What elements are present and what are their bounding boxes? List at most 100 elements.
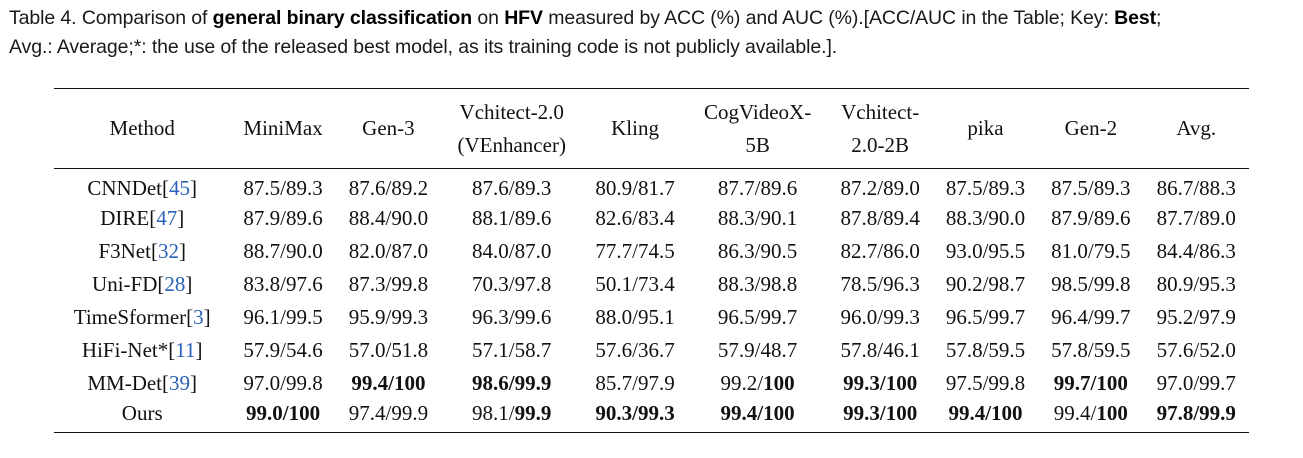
results-table: Method MiniMax Gen-3 Vchitect-2.0 (VEnhancer… [54, 88, 1249, 433]
citation-link[interactable]: 39 [169, 370, 191, 395]
column-header: CogVideoX- 5B [687, 88, 828, 169]
method-name: Ours [121, 401, 163, 426]
score-cell: 82.0/87.0 [336, 235, 441, 268]
citation-link[interactable]: 28 [164, 271, 186, 296]
score-cell: 82.6/83.4 [582, 202, 687, 235]
score-cell: 87.3/99.8 [336, 268, 441, 301]
score-cell: 99.4/100 [687, 399, 828, 433]
score-value: 57.6/36.7 [595, 337, 675, 362]
score-cell: 90.3/99.3 [582, 399, 688, 433]
score-cell: 87.5/89.3 [1038, 169, 1143, 202]
score-value: 93.0/95.5 [945, 238, 1026, 263]
column-header-line1: Vchitect- [841, 99, 920, 124]
citation-bracket: [ [186, 304, 194, 329]
score-cell: 87.9/89.6 [230, 202, 335, 235]
score-cell: 86.7/88.3 [1144, 169, 1249, 202]
column-header-line2: 5B [745, 132, 770, 157]
score-value: 87.6/89.2 [348, 175, 429, 200]
score-value: 90.2/98.7 [945, 271, 1026, 296]
citation-bracket: [ [157, 271, 165, 296]
citation-bracket: ] [177, 205, 185, 230]
score-value: 87.7/89.6 [717, 175, 798, 200]
score-value: 70.3/97.8 [472, 271, 552, 296]
citation-bracket: ] [178, 238, 186, 263]
citation-link[interactable]: 47 [156, 205, 178, 230]
score-value: 99.4/ [1053, 401, 1097, 426]
score-cell: 88.1/89.6 [441, 202, 582, 235]
column-header-line2: 2.0-2B [851, 132, 910, 157]
score-cell: 57.8/59.5 [1038, 334, 1143, 367]
score-value: 88.1/89.6 [472, 205, 552, 230]
score-value: 87.8/89.4 [840, 205, 920, 230]
table-row: CNNDet[45] 87.5/89.3 87.6/89.2 87.6/89.3 80.… [54, 169, 1249, 202]
caption-text: measured by ACC (%) and AUC (%).[ACC/AUC… [548, 7, 1109, 29]
citation-bracket: ] [203, 304, 211, 329]
table-header: Method MiniMax Gen-3 Vchitect-2.0 (VEnhancer… [54, 88, 1249, 169]
score-cell: 87.6/89.3 [441, 169, 582, 202]
caption-text: Avg.: Average;*: the use of the released… [9, 36, 838, 58]
column-header: pika [932, 88, 1039, 169]
score-cell: 99.4/100 [932, 399, 1039, 433]
method-cell: DIRE[47] [54, 202, 230, 235]
score-best: 98.6/99.9 [472, 370, 552, 395]
score-best: 97.8/99.9 [1156, 401, 1236, 426]
caption-bold-dataset: HFV [504, 7, 543, 29]
score-cell: 96.3/99.6 [441, 301, 582, 334]
score-cell: 88.4/90.0 [336, 202, 441, 235]
citation-link[interactable]: 3 [193, 304, 204, 329]
score-value: 88.3/98.8 [717, 271, 798, 296]
column-header: Gen-3 [335, 88, 442, 169]
score-cell: 98.1/99.9 [441, 399, 583, 433]
score-cell: 99.4/100 [1038, 399, 1144, 433]
score-best: 99.9 [514, 401, 552, 426]
score-cell: 88.3/90.1 [688, 202, 828, 235]
score-cell: 87.9/89.6 [1038, 202, 1143, 235]
method-name: MM-Det [87, 370, 163, 395]
score-cell: 97.5/99.8 [933, 367, 1038, 400]
score-best: 99.4/100 [720, 401, 795, 426]
score-cell: 99.3/100 [827, 367, 932, 400]
score-cell: 87.7/89.6 [688, 169, 828, 202]
score-cell: 81.0/79.5 [1038, 235, 1143, 268]
column-header-line1: Avg. [1176, 116, 1217, 140]
score-value: 57.9/54.6 [243, 337, 323, 362]
score-value: 96.5/99.7 [945, 304, 1026, 329]
score-cell: 88.0/95.1 [582, 301, 687, 334]
column-header-line1: Kling [611, 116, 659, 140]
caption-text: ; [1155, 7, 1162, 29]
citation-bracket: [ [162, 175, 170, 200]
score-cell: 93.0/95.5 [933, 235, 1038, 268]
score-value: 57.8/59.5 [945, 337, 1026, 362]
method-name: F3Net [98, 238, 151, 263]
score-cell: 84.0/87.0 [441, 235, 582, 268]
score-value: 87.5/89.3 [945, 175, 1026, 200]
score-value: 87.9/89.6 [1051, 205, 1131, 230]
score-cell: 88.7/90.0 [230, 235, 335, 268]
header-row: Method MiniMax Gen-3 Vchitect-2.0 (VEnhancer… [54, 88, 1249, 169]
caption-bold-task: general binary classification [212, 7, 473, 29]
score-cell: 97.8/99.9 [1143, 399, 1249, 433]
score-cell: 57.0/51.8 [336, 334, 441, 367]
citation-link[interactable]: 45 [169, 175, 191, 200]
score-cell: 97.4/99.9 [335, 399, 442, 433]
method-name: DIRE [100, 205, 150, 230]
caption-bold-key: Best [1114, 7, 1156, 29]
score-value: 87.9/89.6 [243, 205, 323, 230]
method-cell: Uni-FD[28] [54, 268, 230, 301]
citation-link[interactable]: 11 [175, 337, 196, 362]
score-cell: 57.8/46.1 [827, 334, 932, 367]
table-row: MM-Det[39] 97.0/99.8 99.4/100 98.6/99.9 85.7… [54, 367, 1249, 400]
score-cell: 78.5/96.3 [827, 268, 932, 301]
citation-link[interactable]: 32 [157, 238, 179, 263]
score-cell: 90.2/98.7 [933, 268, 1038, 301]
score-value: 57.8/46.1 [840, 337, 920, 362]
method-cell: F3Net[32] [54, 235, 230, 268]
score-value: 81.0/79.5 [1051, 238, 1131, 263]
score-cell: 57.9/54.6 [230, 334, 335, 367]
score-cell: 95.2/97.9 [1144, 301, 1249, 334]
score-best: 99.0/100 [246, 401, 321, 426]
score-cell: 96.0/99.3 [827, 301, 932, 334]
score-value: 50.1/73.4 [595, 271, 675, 296]
method-cell: HiFi-Net*[11] [54, 334, 230, 367]
score-value: 87.3/99.8 [348, 271, 429, 296]
